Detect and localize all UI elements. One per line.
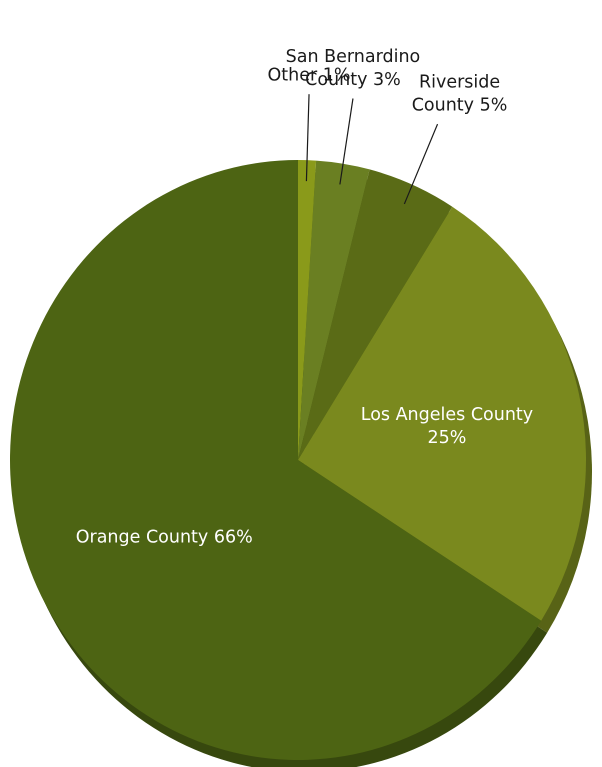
leader-line-riverside-county bbox=[403, 123, 439, 205]
pie-slices bbox=[10, 160, 586, 760]
leader-line-san-bernardino-county bbox=[339, 98, 354, 185]
pie-slice-los-angeles-county bbox=[298, 206, 586, 621]
pie-slice-orange-county bbox=[10, 160, 542, 760]
leader-lines bbox=[305, 94, 439, 205]
leader-line-other bbox=[305, 94, 310, 182]
slice-label-orange-county: Orange County 66% bbox=[76, 528, 253, 548]
pie-slice-san-bernardino-county bbox=[298, 160, 370, 460]
slice-label-line: 25% bbox=[428, 428, 467, 448]
slice-label-line: County 3% bbox=[305, 70, 401, 90]
slice-label-line: Riverside bbox=[419, 73, 500, 93]
slice-label-line: Los Angeles County bbox=[361, 405, 533, 425]
slice-label-line: Other 1% bbox=[268, 66, 351, 86]
slice-labels: Other 1%San Bernardino County 3% Riverside… bbox=[76, 47, 533, 548]
slice-label-line: Orange County 66% bbox=[76, 528, 253, 548]
pie-slice-riverside-county bbox=[298, 169, 453, 460]
slice-label-los-angeles-county: Los Angeles County 25% bbox=[361, 405, 533, 448]
slice-label-other: Other 1% bbox=[268, 66, 351, 86]
slice-label-san-bernardino-county: San Bernardino County 3% bbox=[286, 47, 421, 90]
slice-label-line: San Bernardino bbox=[286, 47, 421, 67]
slice-label-riverside-county: Riverside County 5% bbox=[412, 73, 508, 116]
slice-label-line: County 5% bbox=[412, 96, 508, 116]
pie-slice-other bbox=[298, 160, 317, 460]
